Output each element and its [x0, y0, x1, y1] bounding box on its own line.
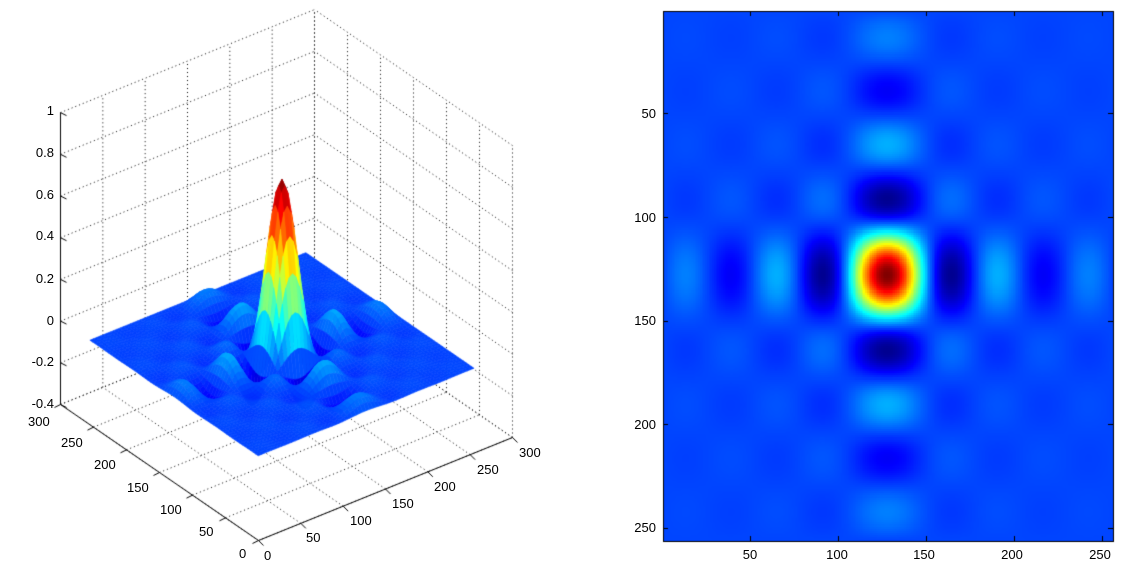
y-tick-label: 200 [634, 417, 656, 432]
z-tick-label: 0.4 [35, 228, 54, 243]
y-tick-label: 150 [634, 313, 656, 328]
z-tick-label: -0.4 [31, 396, 54, 411]
y-tick-label: 0 [239, 546, 247, 561]
x-tick-label: 0 [264, 548, 272, 563]
z-tick-label: 0.2 [35, 271, 54, 286]
x-tick-label: 250 [477, 462, 499, 477]
x-tick-label: 100 [826, 547, 848, 562]
x-tick-label: 300 [519, 445, 541, 460]
y-tick-label: 100 [634, 210, 656, 225]
x-tick-label: 200 [1001, 547, 1023, 562]
x-tick-label: 200 [434, 479, 456, 494]
z-tick-label: 0 [46, 313, 54, 328]
x-tick-label: 250 [1089, 547, 1111, 562]
z-tick-label: 0.6 [35, 187, 54, 202]
z-tick-label: 0.8 [35, 145, 54, 160]
y-tick-label: 50 [199, 524, 214, 539]
z-tick-label: -0.2 [31, 354, 54, 369]
y-tick-label: 300 [28, 414, 50, 429]
y-tick-label: 200 [94, 457, 116, 472]
y-tick-label: 50 [641, 106, 656, 121]
y-tick-label: 250 [634, 520, 656, 535]
y-tick-label: 100 [160, 502, 182, 517]
x-tick-label: 150 [392, 496, 414, 511]
x-tick-label: 50 [306, 530, 321, 545]
y-tick-label: 250 [61, 435, 83, 450]
y-tick-label: 150 [127, 480, 149, 495]
x-tick-label: 100 [350, 513, 372, 528]
x-tick-label: 50 [742, 547, 758, 562]
x-tick-label: 150 [913, 547, 935, 562]
z-tick-label: 1 [46, 103, 54, 118]
